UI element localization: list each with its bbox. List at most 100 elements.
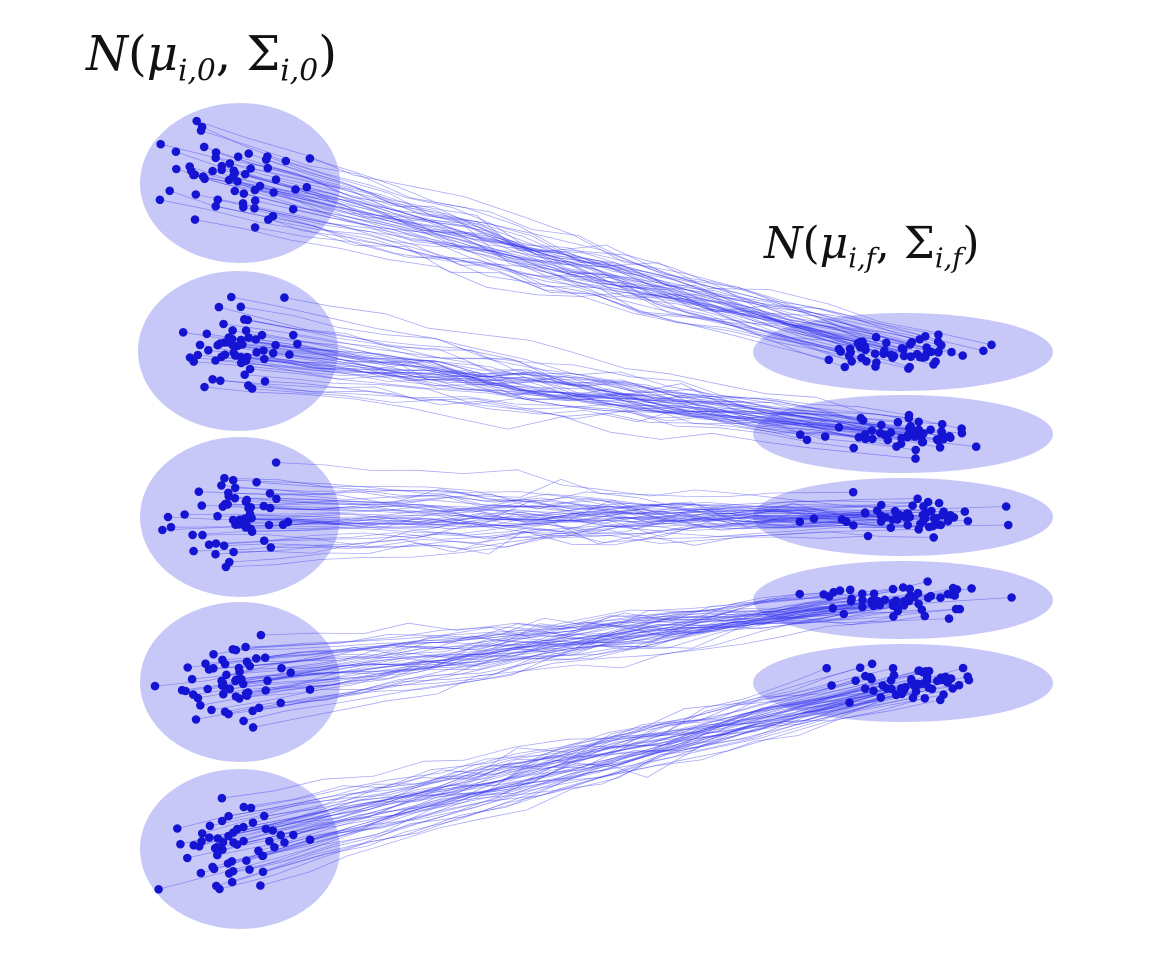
trajectory-path [269,674,895,842]
final-sample-point [944,614,954,623]
trajectory-path [275,179,963,356]
initial-sample-point [217,816,227,826]
trajectory-path [228,341,909,419]
trajectory-path [243,691,917,808]
final-sample-point [861,509,870,518]
trajectory-path [244,318,922,438]
initial-sample-point [254,703,264,713]
trajectory-path [225,596,830,665]
initial-sample-point [268,348,278,358]
initial-sample-point [207,705,216,715]
trajectory-path [247,356,938,440]
trajectory-path [255,200,904,350]
initial-sample-point [188,530,197,540]
trajectory-path [228,597,941,715]
initial-sample-point [240,169,250,179]
final-sample-point [921,667,930,676]
final-sample-point [979,346,988,356]
label-final-mean-subscript: i,f [848,243,876,275]
trajectory-path [208,349,908,438]
final-sample-point [917,605,927,614]
initial-sample-point [278,520,288,529]
trajectory-path [189,166,866,347]
initial-sample-point [213,850,222,860]
trajectory-path [265,616,894,659]
final-sample-point [944,514,954,524]
final-sample-point [898,583,908,592]
initial-sample-point [181,686,190,696]
trajectory-path [268,219,926,358]
initial-sample-point [240,370,249,380]
initial-sample-point [208,375,217,384]
final-sample-point [934,498,944,508]
trajectory-path [209,501,929,546]
final-sample-point [819,590,828,599]
trajectory-path [234,488,940,511]
initial-sample-point [197,122,207,132]
trajectory-path [228,337,801,435]
initial-sample-point [195,340,205,350]
initial-gaussian-ellipse-5 [140,769,340,929]
trajectory-path [273,352,941,448]
initial-sample-point [211,202,220,211]
trajectory-path [185,588,910,692]
trajectory-path [252,517,842,534]
initial-sample-point [189,357,198,366]
trajectory-path [212,170,903,349]
final-sample-point [835,586,845,595]
trajectory-path [248,337,916,451]
trajectory-path [221,685,915,799]
trajectory-path [237,678,952,830]
trajectory-path [293,334,898,423]
initial-sample-point [230,186,240,196]
trajectory-path [212,378,918,433]
trajectory-path [272,693,902,831]
initial-sample-point [215,339,225,348]
trajectory-path [193,595,955,695]
trajectory-path [160,143,926,337]
trajectory-path [284,297,962,429]
trajectory-path [242,344,891,433]
initial-sample-point [238,340,247,349]
trajectory-path [193,361,911,427]
final-sample-point [862,357,871,366]
final-sample-point [937,419,947,429]
initial-sample-point [244,333,253,342]
final-sample-point [888,584,898,594]
trajectory-path [235,513,800,528]
final-sample-point [858,602,867,612]
initial-sample-point [259,811,269,821]
trajectory-path [175,151,852,362]
trajectory-path [197,589,851,699]
final-sample-point [918,510,928,520]
trajectory-path [242,503,882,526]
initial-sample-point [261,155,271,164]
initial-sample-point [259,346,268,355]
trajectory-path [228,496,926,519]
initial-sample-point [238,679,248,689]
trajectory-path [209,670,919,838]
trajectory-path [204,146,850,357]
initial-sample-point [241,642,250,652]
initial-sample-point [166,522,176,532]
trajectory-path [256,351,866,435]
initial-sample-point [211,549,220,559]
trajectory-path [233,175,929,352]
final-sample-point [889,670,899,680]
trajectory-path [224,342,950,437]
final-sample-point [939,690,948,699]
final-distribution-label: N(μi,f, Σi,f) [764,218,980,275]
initial-sample-point [208,166,217,176]
trajectory-path [184,509,897,521]
final-sample-point [904,413,914,423]
initial-sample-point [280,293,289,302]
trajectory-path [260,697,881,886]
trajectory-path [205,599,863,665]
initial-sample-point [224,831,233,841]
initial-sample-point [271,458,281,467]
initial-sample-point [228,326,237,335]
trajectory-path [177,667,894,829]
initial-sample-point [158,525,167,535]
initial-sample-point [224,869,234,878]
trajectory-path [244,510,900,522]
